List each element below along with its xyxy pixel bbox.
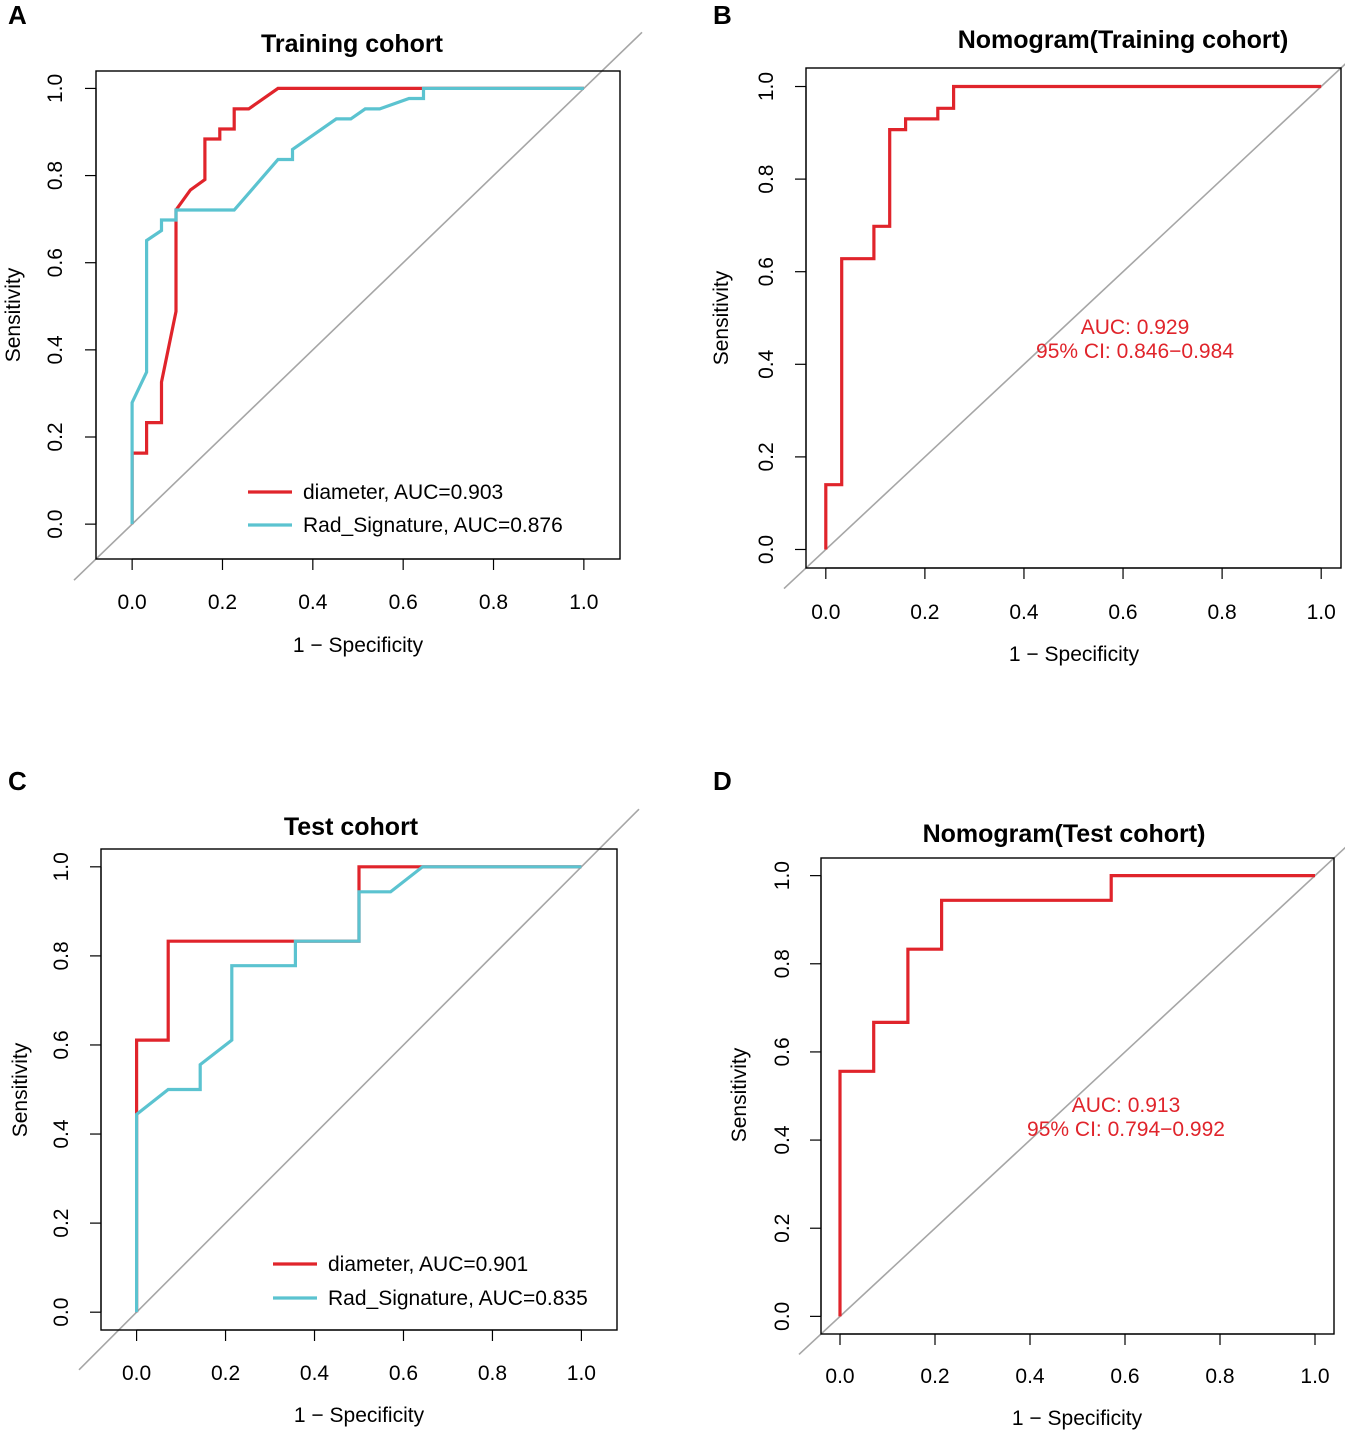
y-tick-label: 0.2	[50, 1209, 73, 1238]
panel-d: D Nomogram(Test cohort) 0.0 0.2 0.4 0.6 0.8 1.0…	[713, 766, 1345, 1430]
x-tick-label: 0.2	[211, 1362, 240, 1385]
reference-diagonal	[798, 846, 1345, 1355]
ci-annotation: 95% CI: 0.846−0.984	[1036, 340, 1234, 363]
y-tick-label: 0.6	[755, 257, 778, 286]
reference-diagonal	[783, 63, 1345, 590]
x-tick-label: 0.4	[1015, 1365, 1045, 1388]
auc-annotation: AUC: 0.913	[1072, 1094, 1181, 1117]
x-tick-label: 0.0	[118, 591, 147, 614]
y-tick-label: 0.2	[755, 442, 778, 471]
y-tick-label: 0.4	[50, 1119, 73, 1149]
x-tick-label: 0.0	[811, 601, 840, 624]
series-rad-signature	[130, 86, 584, 525]
x-axis-label: 1 − Specificity	[293, 634, 424, 657]
x-tick-label: 0.4	[1009, 601, 1039, 624]
x-tick-label: 0.2	[920, 1365, 949, 1388]
y-tick-label: 0.8	[771, 949, 794, 978]
legend: diameter, AUC=0.903 Rad_Signature, AUC=0.…	[248, 481, 563, 537]
reference-diagonal	[73, 31, 643, 581]
y-tick-label: 0.8	[755, 165, 778, 194]
y-tick-label: 0.6	[44, 248, 67, 277]
roc-curve	[824, 84, 1322, 550]
x-tick-label: 1.0	[1307, 601, 1336, 624]
panel-c: C Test cohort 0.0 0.2 0.4 0.6 0.8 1.0 0.0 0.2 0.4 0…	[8, 766, 640, 1427]
x-tick-label: 0.2	[208, 591, 237, 614]
y-axis-label: Sensitivity	[9, 1042, 32, 1137]
x-tick-label: 1.0	[569, 591, 598, 614]
x-tick-label: 0.6	[1108, 601, 1137, 624]
legend: diameter, AUC=0.901 Rad_Signature, AUC=0.…	[273, 1253, 588, 1310]
panel-letter: A	[8, 0, 27, 30]
y-tick-label: 0.0	[755, 535, 778, 564]
panel-letter: B	[713, 0, 732, 30]
x-tick-label: 0.4	[298, 591, 328, 614]
x-tick-label: 0.8	[1205, 1365, 1234, 1388]
chart-title: Training cohort	[261, 30, 444, 58]
x-axis-label: 1 − Specificity	[1012, 1407, 1143, 1430]
panel-a: A Training cohort 0.0 0.2 0.4 0.6 0.8 1.0 0.0 0.2…	[2, 0, 643, 657]
y-tick-label: 0.6	[771, 1037, 794, 1066]
series-nomogram	[838, 873, 1315, 1317]
roc-curve	[130, 86, 584, 525]
panel-b: B Nomogram(Training cohort) 0.0 0.2 0.4 0.6 0.…	[710, 0, 1345, 666]
y-tick-label: 1.0	[44, 74, 67, 103]
y-tick-label: 0.0	[50, 1298, 73, 1327]
series-diameter	[130, 86, 584, 525]
x-tick-label: 1.0	[1300, 1365, 1329, 1388]
y-tick-label: 0.8	[50, 941, 73, 970]
x-tick-label: 0.8	[478, 1362, 507, 1385]
chart-title: Test cohort	[284, 813, 419, 841]
y-tick-label: 0.0	[771, 1302, 794, 1331]
roc-curve	[135, 865, 582, 1313]
y-axis-label: Sensitivity	[728, 1047, 751, 1142]
y-tick-label: 1.0	[755, 72, 778, 101]
x-tick-label: 0.6	[1110, 1365, 1139, 1388]
y-tick-label: 0.6	[50, 1030, 73, 1059]
y-tick-label: 0.2	[44, 422, 67, 451]
panel-letter: C	[8, 766, 27, 796]
y-tick-label: 1.0	[50, 852, 73, 881]
x-tick-label: 0.6	[389, 1362, 418, 1385]
x-tick-label: 0.0	[825, 1365, 854, 1388]
chart-title: Nomogram(Test cohort)	[923, 820, 1206, 848]
ci-annotation: 95% CI: 0.794−0.992	[1027, 1118, 1225, 1141]
y-axis-label: Sensitivity	[710, 270, 733, 365]
legend-label: diameter, AUC=0.901	[328, 1253, 528, 1276]
x-tick-label: 0.4	[300, 1362, 330, 1385]
y-axis-label: Sensitivity	[2, 267, 25, 362]
auc-annotation: AUC: 0.929	[1081, 316, 1190, 339]
x-tick-label: 1.0	[567, 1362, 596, 1385]
series-nomogram	[824, 84, 1322, 550]
x-tick-label: 0.2	[910, 601, 939, 624]
series-rad-signature	[135, 865, 582, 1313]
y-tick-label: 0.0	[44, 510, 67, 539]
legend-label: Rad_Signature, AUC=0.876	[303, 514, 563, 537]
y-tick-label: 0.4	[44, 335, 67, 365]
legend-label: Rad_Signature, AUC=0.835	[328, 1287, 588, 1310]
series-diameter	[135, 865, 582, 1313]
roc-curve	[838, 873, 1315, 1317]
x-tick-label: 0.8	[1208, 601, 1237, 624]
reference-diagonal	[78, 808, 640, 1371]
x-tick-label: 0.0	[122, 1362, 151, 1385]
x-axis-label: 1 − Specificity	[294, 1404, 425, 1427]
x-tick-label: 0.6	[389, 591, 418, 614]
y-tick-label: 0.4	[771, 1125, 794, 1155]
x-tick-label: 0.8	[479, 591, 508, 614]
y-tick-label: 0.4	[755, 349, 778, 379]
y-tick-label: 1.0	[771, 861, 794, 890]
legend-label: diameter, AUC=0.903	[303, 481, 503, 504]
y-tick-label: 0.2	[771, 1214, 794, 1243]
roc-curve	[135, 865, 582, 1313]
y-tick-label: 0.8	[44, 161, 67, 190]
roc-curve	[130, 86, 584, 525]
x-axis-label: 1 − Specificity	[1009, 643, 1140, 666]
panel-letter: D	[713, 766, 732, 796]
chart-title: Nomogram(Training cohort)	[958, 26, 1289, 54]
